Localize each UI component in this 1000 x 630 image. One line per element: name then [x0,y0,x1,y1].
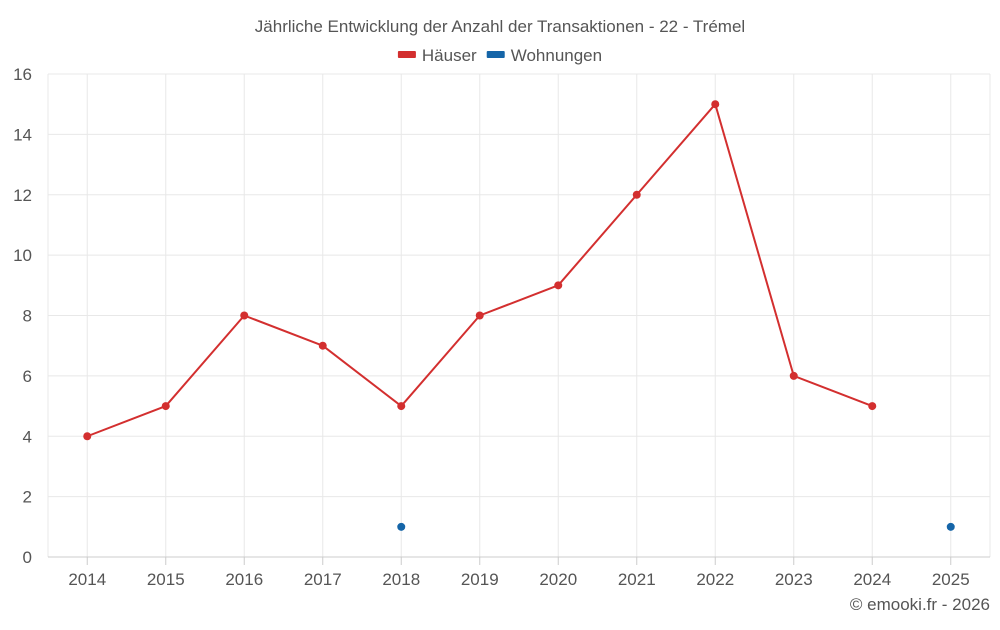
legend-swatch[interactable] [397,51,416,58]
y-tick-label: 0 [23,548,32,567]
y-tick-label: 2 [23,488,32,507]
x-tick-label: 2017 [304,570,342,589]
y-tick-label: 10 [13,246,32,265]
x-tick-label: 2014 [68,570,106,589]
y-tick-label: 12 [13,186,32,205]
legend-label[interactable]: Häuser [422,46,477,65]
x-tick-label: 2021 [618,570,656,589]
y-tick-label: 16 [13,65,32,84]
data-point[interactable] [632,190,641,199]
y-tick-label: 14 [13,125,32,144]
legend[interactable]: Häuser Wohnungen [397,46,602,65]
chart-title: Jährliche Entwicklung der Anzahl der Tra… [255,17,745,36]
x-tick-label: 2015 [147,570,185,589]
series-1 [397,522,955,531]
axes: 0 2 4 6 8 10 12 14 16 2014 2015 2016 2017 2018 2019 202… [13,65,990,589]
data-point[interactable] [711,100,720,109]
data-point[interactable] [475,311,484,320]
data-point[interactable] [83,432,92,441]
x-tick-label: 2023 [775,570,813,589]
series-group [83,100,955,531]
data-point[interactable] [318,341,327,350]
data-point[interactable] [161,402,170,411]
y-tick-label: 8 [23,307,32,326]
legend-label[interactable]: Wohnungen [511,46,602,65]
data-point[interactable] [397,522,406,531]
x-tick-label: 2024 [853,570,891,589]
data-point[interactable] [554,281,563,290]
grid-lines [47,73,991,557]
x-tick-label: 2018 [382,570,420,589]
data-point[interactable] [789,371,798,380]
y-tick-label: 4 [23,427,32,446]
series-0 [83,100,877,441]
credit-text: © emooki.fr - 2026 [850,595,990,614]
x-tick-label: 2020 [539,570,577,589]
x-tick-label: 2019 [461,570,499,589]
data-point[interactable] [397,402,406,411]
data-point[interactable] [868,402,877,411]
x-tick-label: 2025 [932,570,970,589]
data-point[interactable] [240,311,249,320]
y-tick-label: 6 [23,367,32,386]
legend-swatch[interactable] [486,51,505,58]
x-tick-label: 2016 [225,570,263,589]
x-tick-label: 2022 [696,570,734,589]
data-point[interactable] [946,522,955,531]
